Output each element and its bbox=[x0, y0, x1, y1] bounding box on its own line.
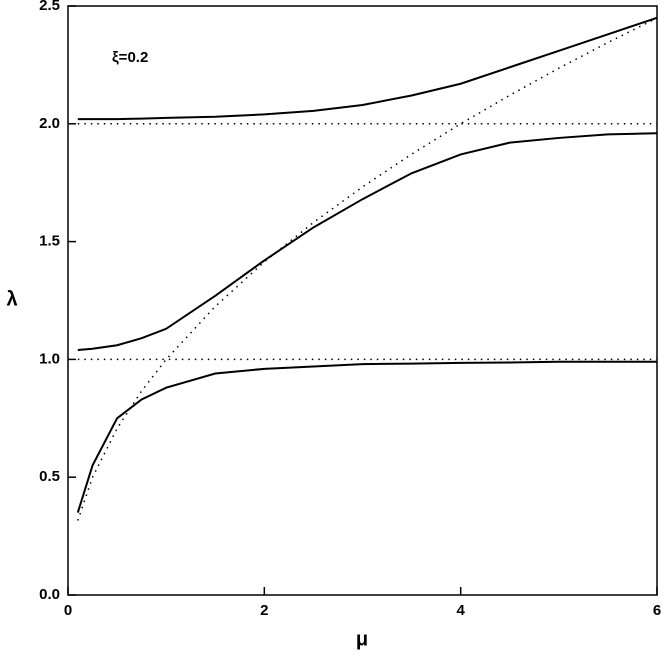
y-tick-label: 0.0 bbox=[39, 586, 60, 603]
y-tick-label: 1.5 bbox=[39, 233, 60, 250]
y-tick-label: 2.5 bbox=[39, 0, 60, 14]
dotted-line bbox=[77, 17, 658, 521]
annotation: ξ=0.2 bbox=[112, 49, 148, 66]
plot-frame bbox=[67, 5, 658, 596]
x-tick-label: 2 bbox=[260, 602, 268, 619]
curve bbox=[77, 16, 658, 121]
y-tick-label: 1.0 bbox=[39, 350, 60, 367]
x-tick-label: 0 bbox=[64, 602, 72, 619]
y-tick-label: 2.0 bbox=[39, 115, 60, 132]
x-axis-label: μ bbox=[356, 628, 368, 650]
y-axis-label: λ bbox=[6, 288, 17, 310]
curve bbox=[76, 360, 657, 513]
y-tick-label: 0.5 bbox=[39, 468, 60, 485]
x-tick-label: 4 bbox=[456, 602, 465, 619]
x-tick-label: 6 bbox=[653, 602, 661, 619]
curve bbox=[77, 132, 658, 351]
